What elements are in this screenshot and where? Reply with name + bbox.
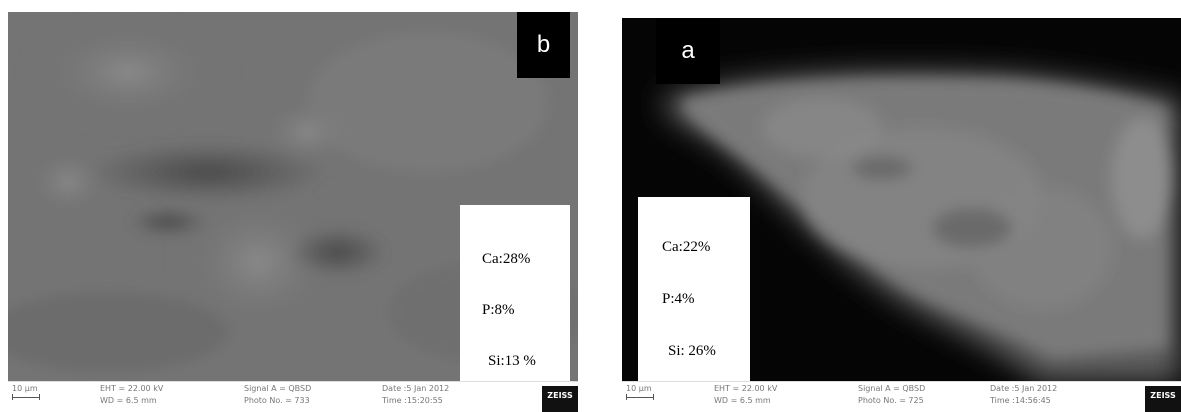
signal-label: Signal A = QBSD — [244, 384, 312, 393]
sem-panel-b: b Ca:28% P:8% Si:13 % 10 µm EHT = 22.00 … — [8, 12, 578, 412]
time-label: Time :15:20:55 — [382, 396, 443, 405]
phosphorus-percent: P:8% — [482, 302, 515, 318]
sem-databar-a: 10 µm EHT = 22.00 kV WD = 6.5 mm Signal … — [622, 381, 1181, 412]
date-label: Date :5 Jan 2012 — [990, 384, 1058, 393]
sem-databar-b: 10 µm EHT = 22.00 kV WD = 6.5 mm Signal … — [8, 381, 578, 412]
calcium-percent: Ca:28% — [482, 251, 531, 267]
sem-panel-a: a Ca:22% P:4% Si: 26% 10 µm EHT = 22.00 … — [622, 18, 1181, 412]
scale-bar-icon — [626, 394, 654, 400]
panel-label-a: a — [656, 18, 720, 84]
scale-label: 10 µm — [626, 384, 652, 393]
eds-composition-box-a: Ca:22% P:4% Si: 26% — [638, 197, 750, 381]
signal-label: Signal A = QBSD — [858, 384, 926, 393]
photo-number-label: Photo No. = 725 — [858, 396, 924, 405]
eht-label: EHT = 22.00 kV — [100, 384, 164, 393]
eht-label: EHT = 22.00 kV — [714, 384, 778, 393]
wd-label: WD = 6.5 mm — [714, 396, 771, 405]
phosphorus-percent: P:4% — [662, 291, 695, 307]
photo-number-label: Photo No. = 733 — [244, 396, 310, 405]
wd-label: WD = 6.5 mm — [100, 396, 157, 405]
calcium-percent: Ca:22% — [662, 239, 711, 255]
date-label: Date :5 Jan 2012 — [382, 384, 450, 393]
silicon-percent: Si: 26% — [668, 343, 716, 359]
silicon-percent: Si:13 % — [488, 353, 536, 369]
zeiss-logo-icon: ZEISS — [1145, 386, 1181, 412]
panel-label-b: b — [517, 12, 570, 78]
zeiss-logo-icon: ZEISS — [542, 386, 578, 412]
scale-bar-icon — [12, 394, 40, 400]
time-label: Time :14:56:45 — [990, 396, 1051, 405]
scale-label: 10 µm — [12, 384, 38, 393]
eds-composition-box-b: Ca:28% P:8% Si:13 % — [460, 205, 570, 382]
